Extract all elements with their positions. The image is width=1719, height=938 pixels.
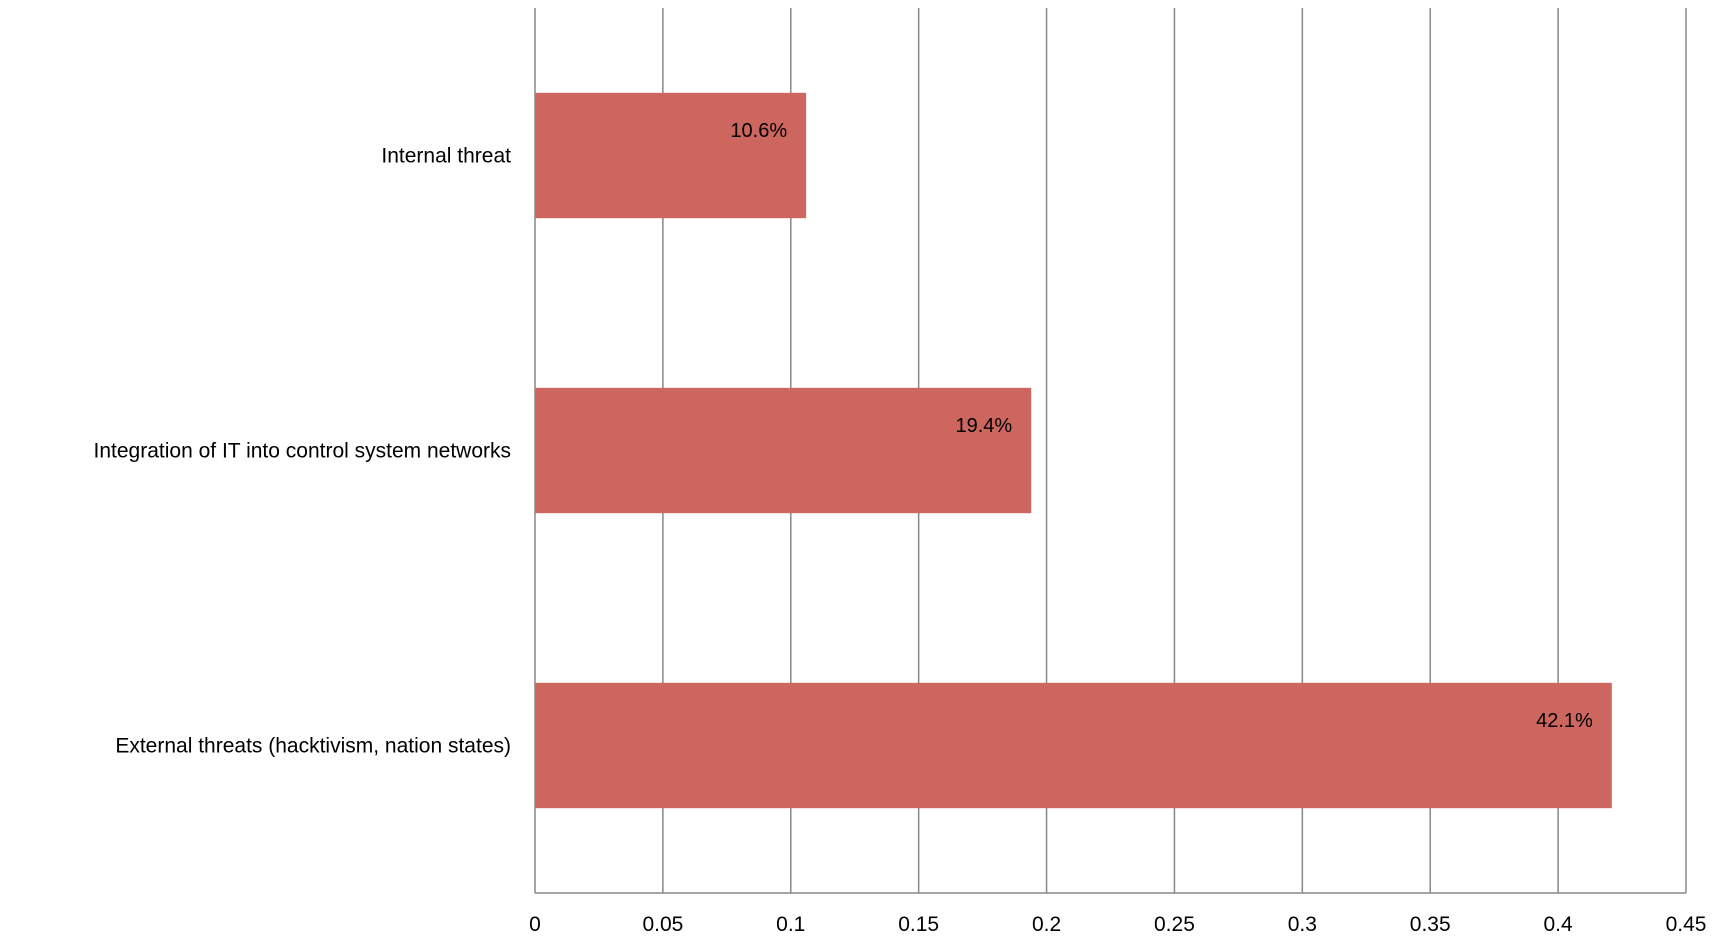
category-label: External threats (hacktivism, nation sta… [115,735,511,758]
bar [535,387,1032,514]
axes [534,8,1686,894]
x-tick-label: 0 [529,913,541,936]
labels: 0 0.05 0.1 0.15 0.2 0.25 0.3 0.35 0.4 0.45 10.6% In… [94,120,1707,936]
x-tick-label: 0.45 [1666,913,1707,936]
x-tick-label: 0.35 [1410,913,1451,936]
data-label: 42.1% [1536,710,1593,732]
bar [535,92,807,219]
x-tick-label: 0.1 [776,913,805,936]
x-tick-label: 0.05 [642,913,683,936]
data-label: 19.4% [955,415,1012,437]
category-label: Internal threat [381,145,511,168]
x-tick-label: 0.3 [1288,913,1317,936]
data-label: 10.6% [730,120,787,142]
bars [535,92,1612,809]
x-tick-label: 0.15 [898,913,939,936]
x-tick-label: 0.25 [1154,913,1195,936]
x-tick-label: 0.2 [1032,913,1061,936]
category-label: Integration of IT into control system ne… [94,440,511,463]
bar [535,682,1612,809]
x-tick-label: 0.4 [1544,913,1574,936]
